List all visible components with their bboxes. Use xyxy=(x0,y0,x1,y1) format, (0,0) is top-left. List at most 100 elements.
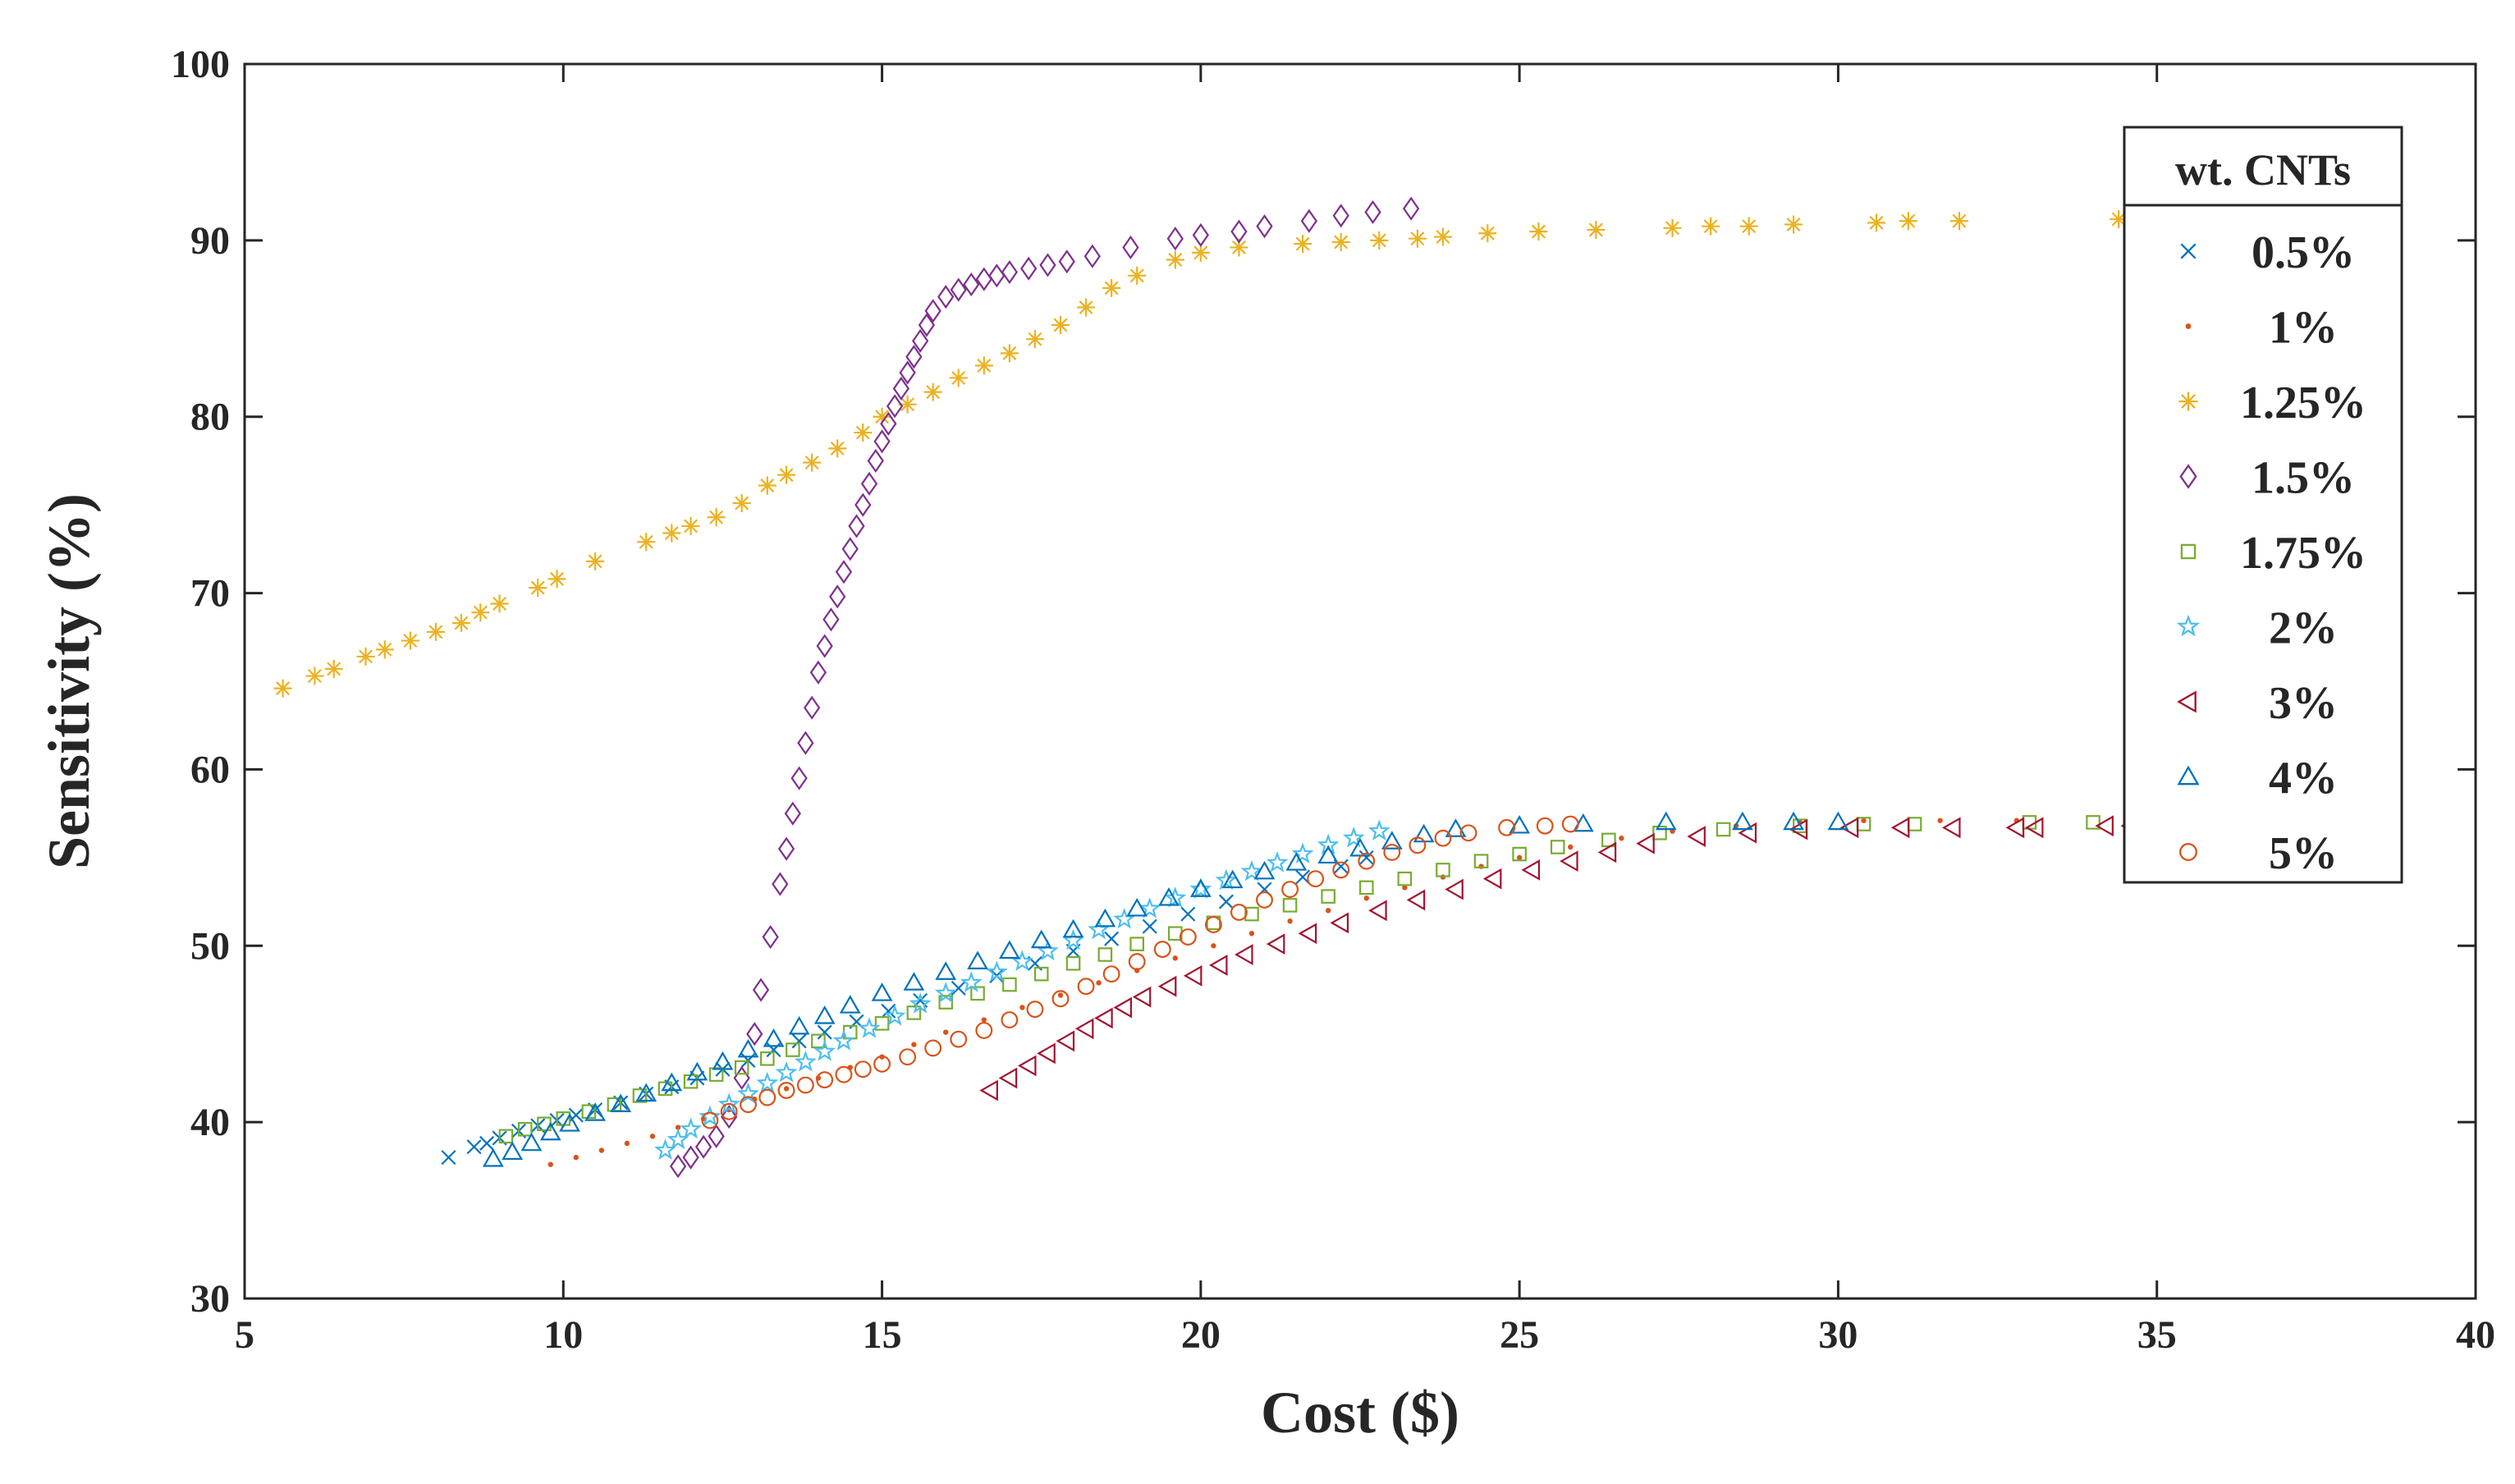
data-point xyxy=(832,1029,855,1051)
data-point xyxy=(2176,614,2201,637)
data-point xyxy=(717,1092,740,1115)
data-point xyxy=(1256,214,1273,239)
data-point xyxy=(1020,256,1038,281)
data-point xyxy=(1512,846,1527,862)
data-point xyxy=(1434,829,1452,847)
data-point xyxy=(452,614,471,633)
legend-label: 5% xyxy=(2269,828,2338,879)
data-point xyxy=(1253,860,1276,880)
data-point xyxy=(1287,918,1293,924)
data-point xyxy=(401,631,419,650)
data-point xyxy=(1890,817,1910,839)
data-point xyxy=(1192,222,1209,247)
data-point xyxy=(762,924,779,950)
data-point xyxy=(1783,811,1804,831)
data-point xyxy=(1126,897,1148,917)
data-point xyxy=(1166,227,1184,251)
data-point xyxy=(1266,933,1285,955)
legend-item: 4% xyxy=(2177,753,2338,804)
data-point xyxy=(1157,975,1177,997)
data-point xyxy=(950,1030,968,1048)
legend-label: 2% xyxy=(2269,603,2338,654)
data-point xyxy=(1561,815,1579,833)
data-point xyxy=(1325,908,1331,914)
data-point xyxy=(1408,229,1427,248)
data-point xyxy=(1102,278,1121,297)
data-point xyxy=(1011,950,1033,972)
data-point xyxy=(737,1038,759,1058)
data-point xyxy=(686,1061,708,1081)
data-point xyxy=(1298,923,1317,945)
data-point xyxy=(1077,298,1096,317)
data-point xyxy=(886,394,904,419)
data-point xyxy=(949,369,968,387)
data-point xyxy=(1732,811,1753,831)
data-point xyxy=(772,872,789,896)
data-point xyxy=(1367,819,1390,841)
data-point xyxy=(822,607,840,632)
data-point xyxy=(970,986,985,1001)
data-point xyxy=(1321,889,1335,904)
data-point xyxy=(517,1121,533,1137)
data-point xyxy=(662,524,681,543)
data-point xyxy=(498,1129,514,1144)
data-point xyxy=(581,1104,597,1120)
data-point xyxy=(2178,392,2198,411)
x-tick-label: 35 xyxy=(2137,1313,2177,1357)
data-point xyxy=(1230,219,1248,244)
legend-label: 1.75% xyxy=(2240,528,2366,579)
data-point xyxy=(816,634,833,658)
data-point xyxy=(649,1134,656,1139)
data-point xyxy=(1652,825,1667,840)
data-point xyxy=(1402,196,1420,221)
data-point xyxy=(598,1147,605,1153)
data-point xyxy=(873,1055,891,1073)
data-point xyxy=(943,1029,949,1035)
data-point xyxy=(981,1017,987,1023)
data-point xyxy=(637,533,656,552)
data-point xyxy=(1482,868,1502,890)
data-point xyxy=(657,1081,673,1097)
data-point xyxy=(1057,992,1064,998)
data-point xyxy=(1062,918,1084,938)
data-point xyxy=(1317,833,1340,855)
data-point xyxy=(1065,955,1081,971)
legend-item: 1.25% xyxy=(2178,378,2366,428)
data-point xyxy=(1949,212,1968,231)
data-point xyxy=(937,285,955,309)
y-axis-label: Sensitivity (%) xyxy=(36,493,102,869)
series-2pct xyxy=(654,819,1390,1160)
data-point xyxy=(854,424,873,442)
data-point xyxy=(1358,852,1376,870)
y-tick-label: 80 xyxy=(190,396,230,439)
data-point xyxy=(934,982,957,1003)
data-point xyxy=(1364,199,1381,225)
data-point xyxy=(1158,887,1180,906)
data-point xyxy=(1285,852,1308,871)
legend-box xyxy=(2123,126,2403,884)
data-point xyxy=(1317,845,1340,864)
series-5pct xyxy=(701,815,1579,1129)
data-point xyxy=(732,493,751,512)
data-point xyxy=(816,1071,834,1089)
data-point xyxy=(873,407,891,426)
data-point xyxy=(1002,977,1017,992)
data-point xyxy=(1179,928,1197,946)
data-point xyxy=(1244,906,1259,922)
data-point xyxy=(584,1102,607,1121)
data-point xyxy=(547,570,566,589)
data-point xyxy=(899,360,916,385)
data-point xyxy=(720,1102,738,1120)
legend-label: 1.5% xyxy=(2252,453,2355,504)
data-point xyxy=(854,492,872,517)
data-point xyxy=(1166,250,1184,269)
data-point xyxy=(441,1150,456,1166)
data-point xyxy=(1256,891,1273,909)
data-point xyxy=(1784,215,1803,234)
data-point xyxy=(1025,330,1044,349)
data-point xyxy=(1235,944,1253,965)
data-point xyxy=(1397,871,1413,886)
data-point xyxy=(1208,955,1228,976)
data-point xyxy=(752,978,770,1002)
